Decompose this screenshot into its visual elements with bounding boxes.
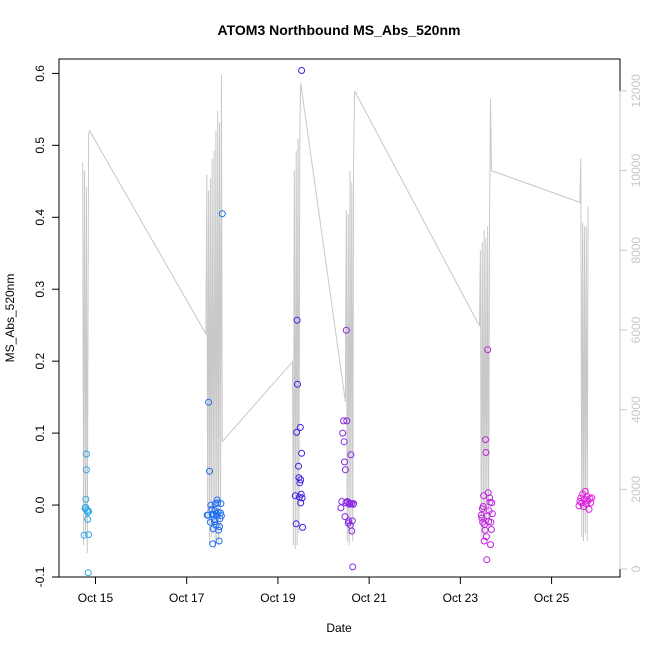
data-point bbox=[84, 508, 92, 516]
data-point bbox=[484, 346, 492, 354]
y-axis-label: MS_Abs_520nm bbox=[3, 274, 17, 363]
data-point bbox=[298, 67, 306, 74]
data-point bbox=[577, 494, 585, 502]
data-point bbox=[293, 428, 301, 436]
data-point bbox=[487, 541, 494, 549]
data-point bbox=[216, 523, 223, 531]
data-point bbox=[215, 526, 223, 534]
data-point bbox=[347, 451, 355, 459]
data-point bbox=[345, 517, 353, 525]
data-point bbox=[84, 515, 92, 523]
data-point bbox=[343, 417, 351, 425]
data-point bbox=[82, 450, 90, 458]
data-point bbox=[297, 476, 305, 484]
data-point bbox=[339, 429, 347, 437]
data-point bbox=[213, 496, 221, 504]
data-point bbox=[297, 499, 305, 507]
y2-tick-label: 0 bbox=[629, 565, 643, 572]
y-tick-label: 0.6 bbox=[33, 65, 47, 82]
y2-tick-label: 12000 bbox=[629, 74, 643, 108]
data-point bbox=[293, 316, 301, 324]
data-point bbox=[342, 326, 350, 334]
y-tick-label: 0.1 bbox=[33, 424, 47, 441]
data-point bbox=[350, 500, 358, 508]
x-tick-label: Oct 21 bbox=[351, 591, 387, 605]
data-point bbox=[341, 466, 349, 474]
data-point bbox=[217, 500, 225, 508]
data-point bbox=[484, 489, 492, 497]
y-tick-label: 0.0 bbox=[33, 496, 47, 513]
data-point bbox=[298, 494, 306, 502]
data-point bbox=[292, 520, 300, 528]
data-point bbox=[296, 423, 304, 431]
secondary-series-layer bbox=[82, 74, 589, 554]
x-tick-label: Oct 25 bbox=[534, 591, 570, 605]
data-point bbox=[488, 510, 496, 518]
data-point bbox=[341, 513, 349, 521]
data-point bbox=[482, 533, 490, 541]
data-point bbox=[209, 540, 217, 548]
y2-axis: 0 2000 4000 6000 8000 10000 12000 bbox=[619, 74, 643, 572]
data-point bbox=[587, 499, 595, 507]
data-point bbox=[85, 508, 93, 515]
data-point bbox=[80, 531, 88, 539]
data-point bbox=[341, 458, 348, 466]
y2-tick-label: 10000 bbox=[629, 154, 643, 188]
data-point bbox=[295, 462, 302, 470]
data-point bbox=[588, 494, 596, 502]
data-point bbox=[482, 449, 490, 456]
data-point bbox=[217, 512, 225, 520]
data-point bbox=[340, 438, 348, 446]
x-tick-label: Oct 17 bbox=[169, 591, 205, 605]
data-point bbox=[299, 523, 307, 531]
data-point bbox=[84, 569, 92, 577]
data-point bbox=[85, 531, 93, 539]
data-point bbox=[348, 527, 356, 535]
data-point bbox=[487, 526, 495, 533]
data-point bbox=[214, 499, 222, 507]
y-tick-label: 0.4 bbox=[33, 209, 47, 226]
y-tick-label: 0.3 bbox=[33, 281, 47, 298]
x-axis-label: Date bbox=[326, 621, 352, 635]
y-tick-label: 0.5 bbox=[33, 137, 47, 154]
data-point bbox=[337, 504, 345, 512]
secondary-series-line bbox=[82, 74, 589, 554]
data-point bbox=[297, 490, 305, 498]
data-point bbox=[483, 556, 491, 564]
data-point bbox=[487, 518, 495, 526]
points-layer bbox=[80, 67, 596, 577]
chart-title: ATOM3 Northbound MS_Abs_520nm bbox=[218, 22, 461, 38]
y2-tick-label: 2000 bbox=[629, 476, 643, 503]
data-point bbox=[82, 466, 90, 474]
data-point bbox=[207, 501, 215, 509]
data-point bbox=[298, 449, 306, 457]
data-point bbox=[82, 495, 90, 503]
data-point bbox=[294, 380, 301, 388]
x-tick-label: Oct 19 bbox=[260, 591, 296, 605]
x-tick-label: Oct 23 bbox=[443, 591, 479, 605]
data-point bbox=[488, 499, 496, 507]
y2-tick-label: 8000 bbox=[629, 237, 643, 264]
y2-tick-label: 6000 bbox=[629, 316, 643, 343]
data-point bbox=[482, 436, 489, 444]
data-point bbox=[348, 517, 356, 525]
data-point bbox=[215, 537, 223, 545]
data-point bbox=[479, 503, 487, 510]
y-tick-label: 0.2 bbox=[33, 353, 47, 370]
x-axis: Oct 15 Oct 17 Oct 19 Oct 21 Oct 23 Oct 25 bbox=[78, 576, 570, 605]
y-axis: -0.1 0.0 0.1 0.2 0.3 0.4 0.5 0.6 bbox=[33, 65, 60, 587]
data-point bbox=[295, 474, 303, 482]
y-tick-label: -0.1 bbox=[33, 566, 47, 587]
data-point bbox=[206, 467, 213, 475]
data-point bbox=[218, 210, 226, 218]
data-point bbox=[340, 417, 348, 425]
y2-tick-label: 4000 bbox=[629, 396, 643, 423]
x-tick-label: Oct 15 bbox=[78, 591, 114, 605]
data-point bbox=[205, 398, 213, 406]
data-point bbox=[349, 563, 357, 571]
data-point bbox=[211, 518, 218, 526]
data-point bbox=[585, 505, 593, 513]
data-point bbox=[296, 479, 304, 487]
